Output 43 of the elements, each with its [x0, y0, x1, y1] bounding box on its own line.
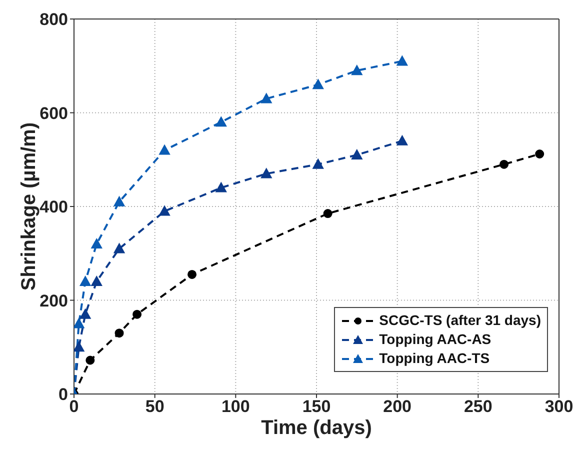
y-tick-label: 400: [40, 198, 68, 217]
point: [114, 243, 125, 254]
point: [132, 310, 142, 319]
point: [312, 79, 324, 90]
point: [351, 65, 362, 76]
point: [91, 238, 102, 248]
x-tick-label: 100: [221, 397, 250, 416]
x-tick-label: 250: [464, 397, 492, 416]
y-tick-label: 800: [40, 10, 68, 30]
legend-label: SCGC-TS (after 31 days): [379, 311, 541, 330]
point: [114, 196, 125, 206]
y-tick-label: 0: [58, 385, 68, 404]
point: [114, 328, 124, 338]
point: [396, 56, 408, 66]
x-tick-label: 150: [302, 397, 331, 416]
point: [216, 182, 227, 192]
point: [86, 356, 95, 365]
point: [351, 149, 362, 160]
point: [74, 342, 84, 352]
point: [91, 276, 102, 286]
point: [80, 276, 91, 286]
point: [188, 270, 197, 279]
point: [216, 116, 227, 127]
point: [500, 160, 509, 169]
point: [159, 206, 170, 216]
point: [260, 168, 272, 178]
point: [323, 209, 332, 218]
point: [159, 144, 170, 155]
point: [535, 150, 544, 158]
x-tick-label: 200: [383, 397, 412, 416]
point: [74, 318, 84, 328]
legend-label: Topping AAC-TS: [379, 349, 490, 368]
point: [260, 93, 272, 104]
point: [396, 135, 408, 146]
x-tick-label: 300: [544, 397, 574, 416]
point: [312, 158, 324, 169]
y-axis-title: Shrinkage (µm/m): [18, 122, 40, 291]
y-tick-label: 200: [40, 291, 68, 310]
y-tick-label: 600: [40, 104, 68, 123]
x-tick-label: 50: [145, 397, 164, 416]
legend-label: Topping AAC-AS: [379, 330, 492, 349]
x-axis-title: Time (days): [261, 417, 372, 440]
point: [80, 308, 91, 319]
